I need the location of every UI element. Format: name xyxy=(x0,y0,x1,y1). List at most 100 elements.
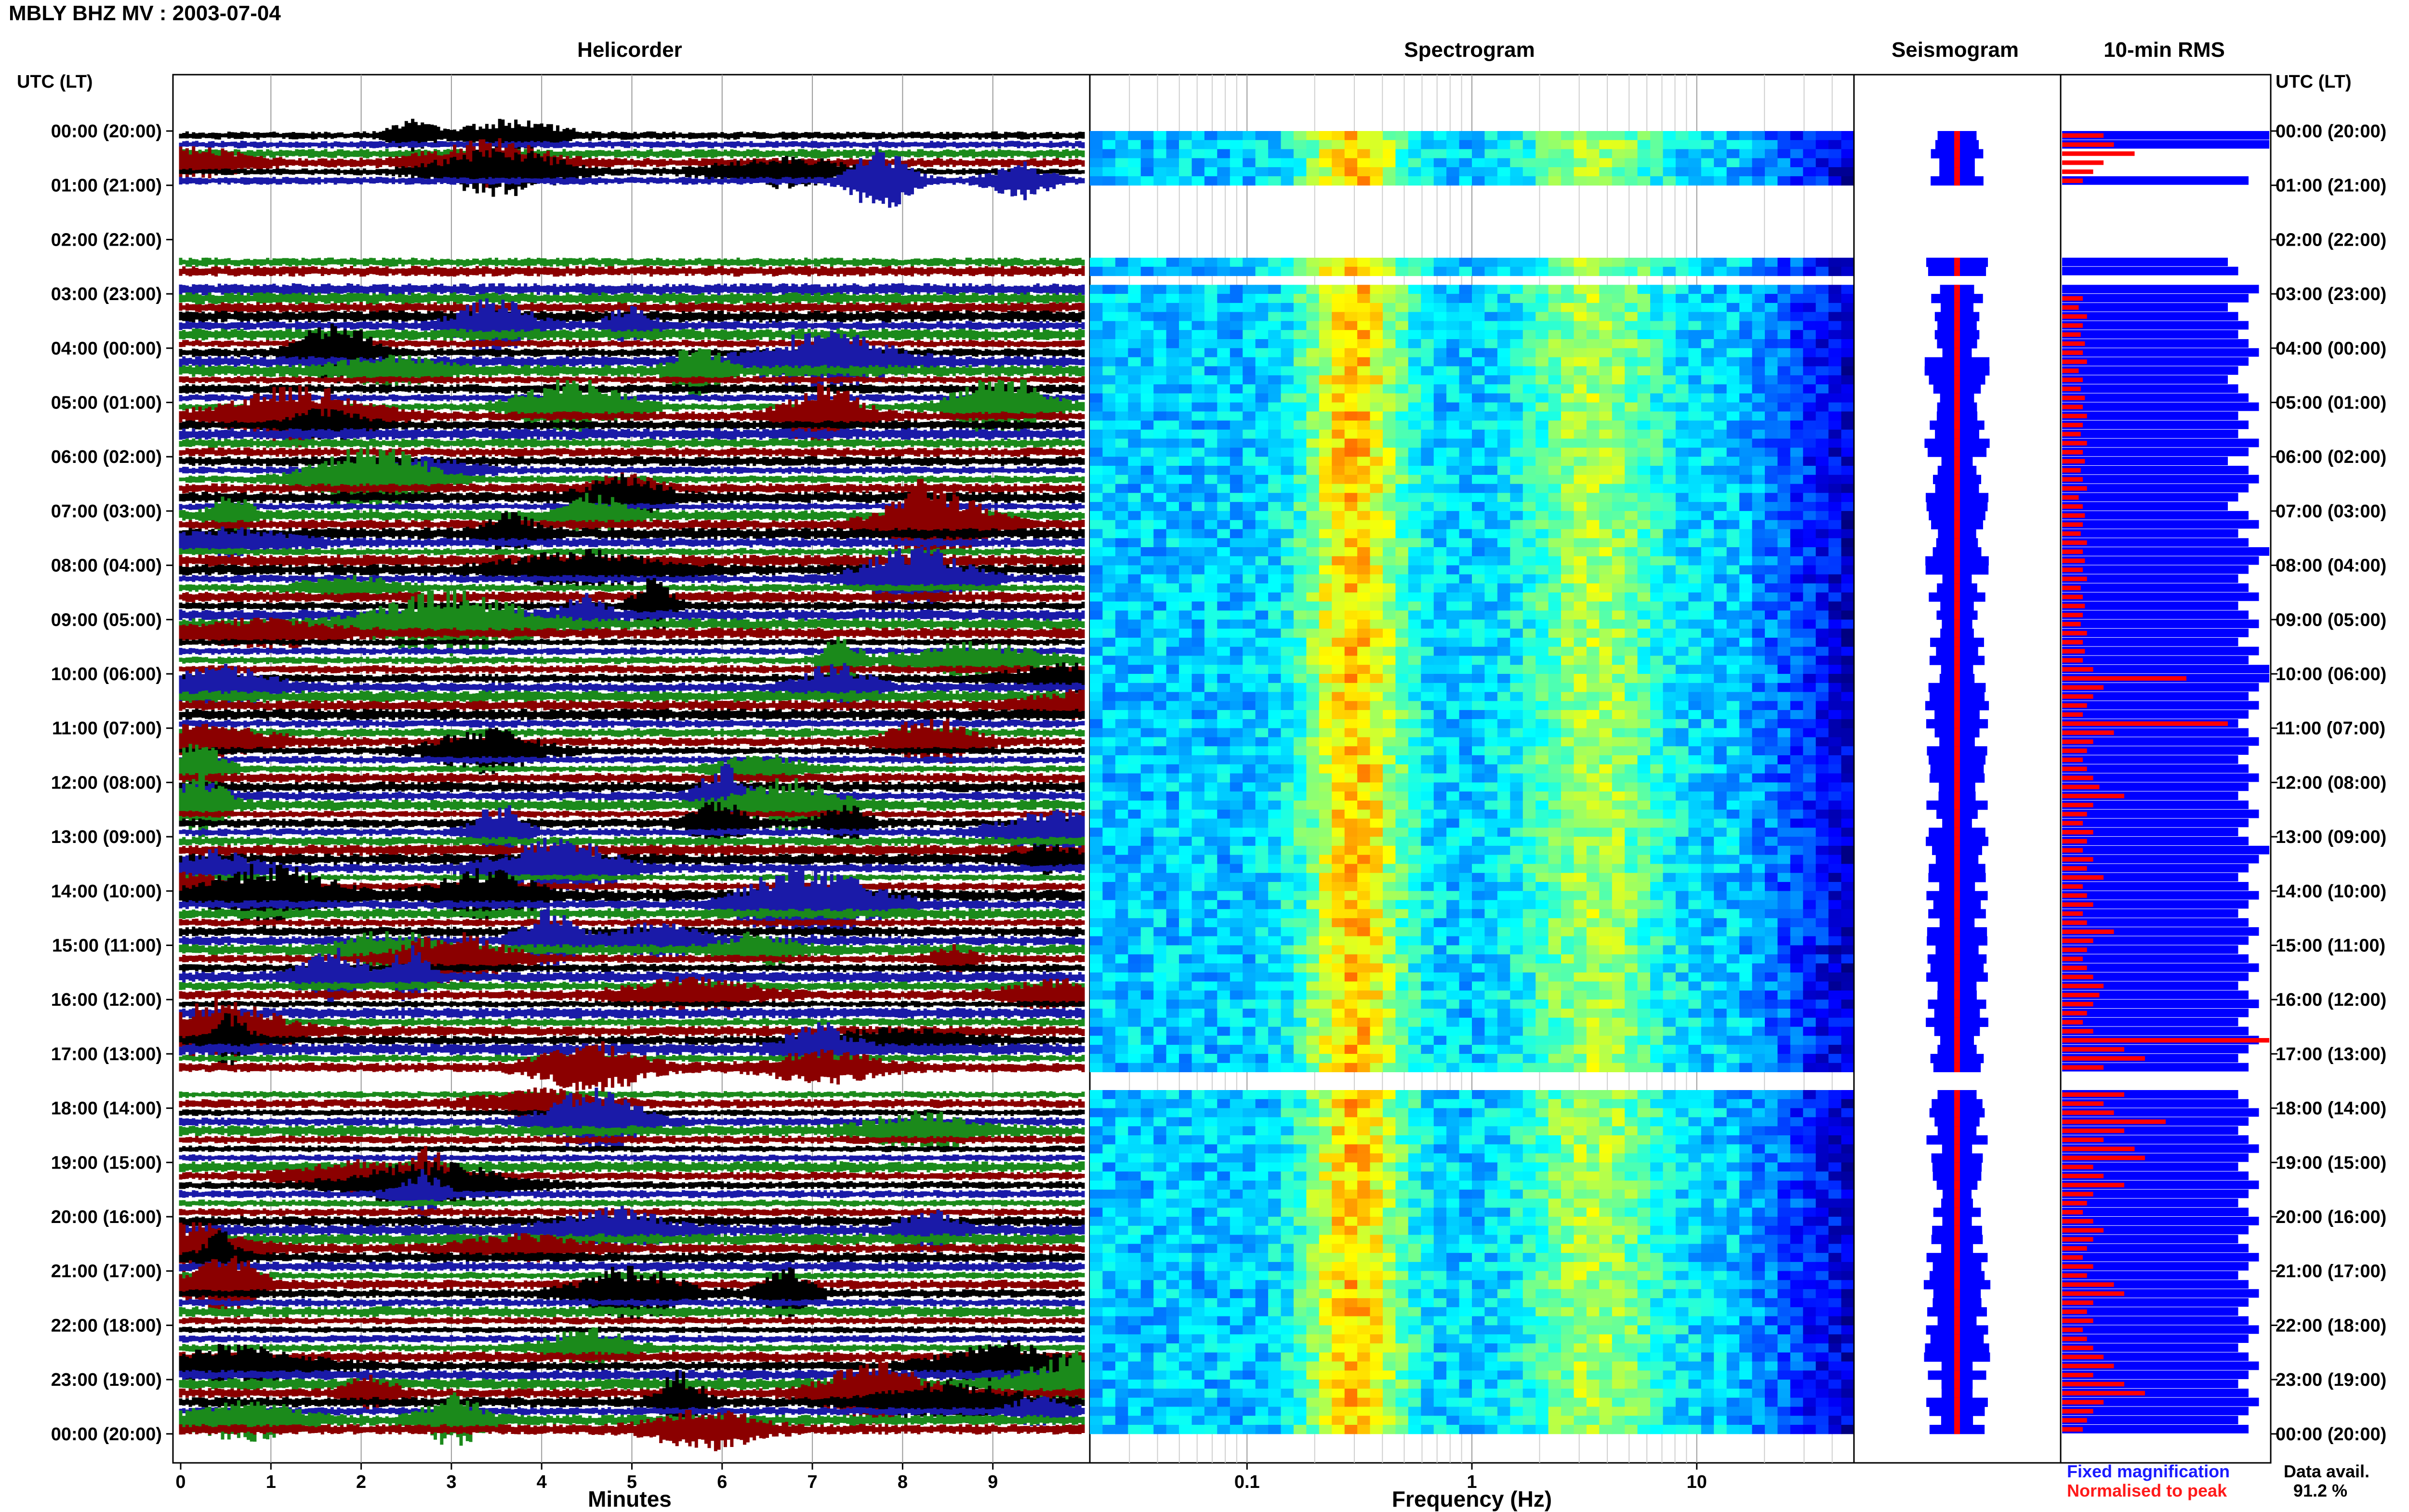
spectrogram-cell xyxy=(1586,393,1600,403)
spectrogram-cell xyxy=(1535,411,1549,421)
spectrogram-cell xyxy=(1255,909,1269,919)
spectrogram-cell xyxy=(1701,149,1714,158)
spectrogram-cell xyxy=(1395,882,1409,892)
spectrogram-cell xyxy=(1433,801,1447,810)
spectrogram-cell xyxy=(1459,656,1472,665)
spectrogram-cell xyxy=(1191,294,1205,303)
spectrogram-cell xyxy=(1166,818,1179,828)
spectrogram-cell xyxy=(1140,158,1154,168)
spectrogram-cell xyxy=(1803,421,1816,430)
spectrogram-cell xyxy=(1230,366,1243,376)
spectrogram-cell xyxy=(1344,882,1358,892)
spectrogram-cell xyxy=(1663,845,1676,855)
spectrogram-cell xyxy=(1446,637,1460,647)
spectrogram-cell xyxy=(1268,158,1282,168)
spectrogram-cell xyxy=(1408,547,1421,557)
spectrogram-cell xyxy=(1561,845,1575,855)
spectrogram-cell xyxy=(1714,339,1727,349)
spectrogram-cell xyxy=(1102,864,1116,873)
spectrogram-cell xyxy=(1383,294,1396,303)
spectrogram-cell xyxy=(1255,646,1269,656)
spectrogram-cell xyxy=(1140,547,1154,557)
spectrogram-cell xyxy=(1522,574,1536,584)
spectrogram-cell xyxy=(1535,855,1549,864)
spectrogram-cell xyxy=(1599,493,1613,502)
spectrogram-cell xyxy=(1421,565,1434,575)
spectrogram-cell xyxy=(1535,656,1549,665)
spectrogram-cell xyxy=(1179,845,1192,855)
spectrogram-cell xyxy=(1574,339,1587,349)
spectrogram-cell xyxy=(1293,131,1307,141)
spectrogram-cell xyxy=(1574,384,1587,394)
spectrogram-cell xyxy=(1497,583,1511,593)
spectrogram-cell xyxy=(1217,927,1231,937)
spectrogram-cell xyxy=(1548,266,1562,276)
spectrogram-cell xyxy=(1090,502,1103,512)
spectrogram-cell xyxy=(1115,891,1129,901)
spectrogram-cell xyxy=(1688,891,1702,901)
spectrogram-cell xyxy=(1408,457,1421,466)
spectrogram-cell xyxy=(1701,366,1714,376)
spectrogram-cell xyxy=(1459,864,1472,873)
spectrogram-cell xyxy=(1790,710,1803,720)
spectrogram-cell xyxy=(1497,828,1511,837)
spectrogram-cell xyxy=(1726,294,1740,303)
spectrogram-cell xyxy=(1599,737,1613,747)
spectrogram-cell xyxy=(1586,484,1600,493)
spectrogram-cell xyxy=(1625,502,1638,512)
spectrogram-cell xyxy=(1243,511,1256,521)
spectrogram-cell xyxy=(1344,927,1358,937)
spectrogram-cell xyxy=(1675,764,1689,774)
spectrogram-cell xyxy=(1090,302,1103,313)
spectrogram-cell xyxy=(1675,484,1689,493)
spectrogram-cell xyxy=(1561,402,1575,412)
spectrogram-cell xyxy=(1102,909,1116,919)
spectrogram-cell xyxy=(1777,149,1791,158)
spectrogram-cell xyxy=(1828,302,1842,313)
spectrogram-cell xyxy=(1319,864,1332,873)
spectrogram-cell xyxy=(1574,158,1587,168)
spectrogram-cell xyxy=(1370,366,1383,376)
spectrogram-cell xyxy=(1752,837,1765,846)
helicorder-trace xyxy=(179,617,1085,651)
spectrogram-cell xyxy=(1102,900,1116,909)
spectrogram-cell xyxy=(1688,818,1702,828)
spectrogram-cell xyxy=(1204,782,1218,792)
spectrogram-cell xyxy=(1344,321,1358,330)
spectrogram-cell xyxy=(1650,719,1664,729)
spectrogram-cell xyxy=(1268,140,1282,150)
spectrogram-cell xyxy=(1625,511,1638,521)
spectrogram-cell xyxy=(1128,493,1141,502)
spectrogram-cell xyxy=(1357,656,1371,665)
spectrogram-cell xyxy=(1752,592,1765,602)
spectrogram-cell xyxy=(1650,873,1664,882)
spectrogram-cell xyxy=(1179,302,1192,313)
spectrogram-cell xyxy=(1472,511,1485,521)
spectrogram-cell xyxy=(1433,882,1447,892)
spectrogram-cell xyxy=(1472,131,1485,141)
spectrogram-cell xyxy=(1166,746,1179,756)
spectrogram-cell xyxy=(1612,837,1625,846)
spectrogram-cell xyxy=(1446,873,1460,882)
spectrogram-cell xyxy=(1268,321,1282,330)
spectrogram-cell xyxy=(1752,484,1765,493)
spectrogram-cell xyxy=(1243,791,1256,801)
spectrogram-cell xyxy=(1535,375,1549,385)
spectrogram-cell xyxy=(1383,656,1396,665)
spectrogram-cell xyxy=(1803,909,1816,919)
spectrogram-cell xyxy=(1815,900,1829,909)
spectrogram-cell xyxy=(1115,176,1129,186)
spectrogram-cell xyxy=(1841,592,1854,602)
spectrogram-cell xyxy=(1102,674,1116,684)
spectrogram-cell xyxy=(1574,665,1587,674)
spectrogram-cell xyxy=(1140,302,1154,313)
spectrogram-cell xyxy=(1153,782,1167,792)
spectrogram-cell xyxy=(1332,864,1345,873)
spectrogram-cell xyxy=(1293,864,1307,873)
spectrogram-cell xyxy=(1484,646,1498,656)
spectrogram-cell xyxy=(1332,900,1345,909)
spectrogram-cell xyxy=(1191,601,1205,611)
helicorder-trace xyxy=(179,1265,1085,1320)
utc-header-right: UTC (LT) xyxy=(2276,72,2352,92)
spectrogram-cell xyxy=(1803,882,1816,892)
